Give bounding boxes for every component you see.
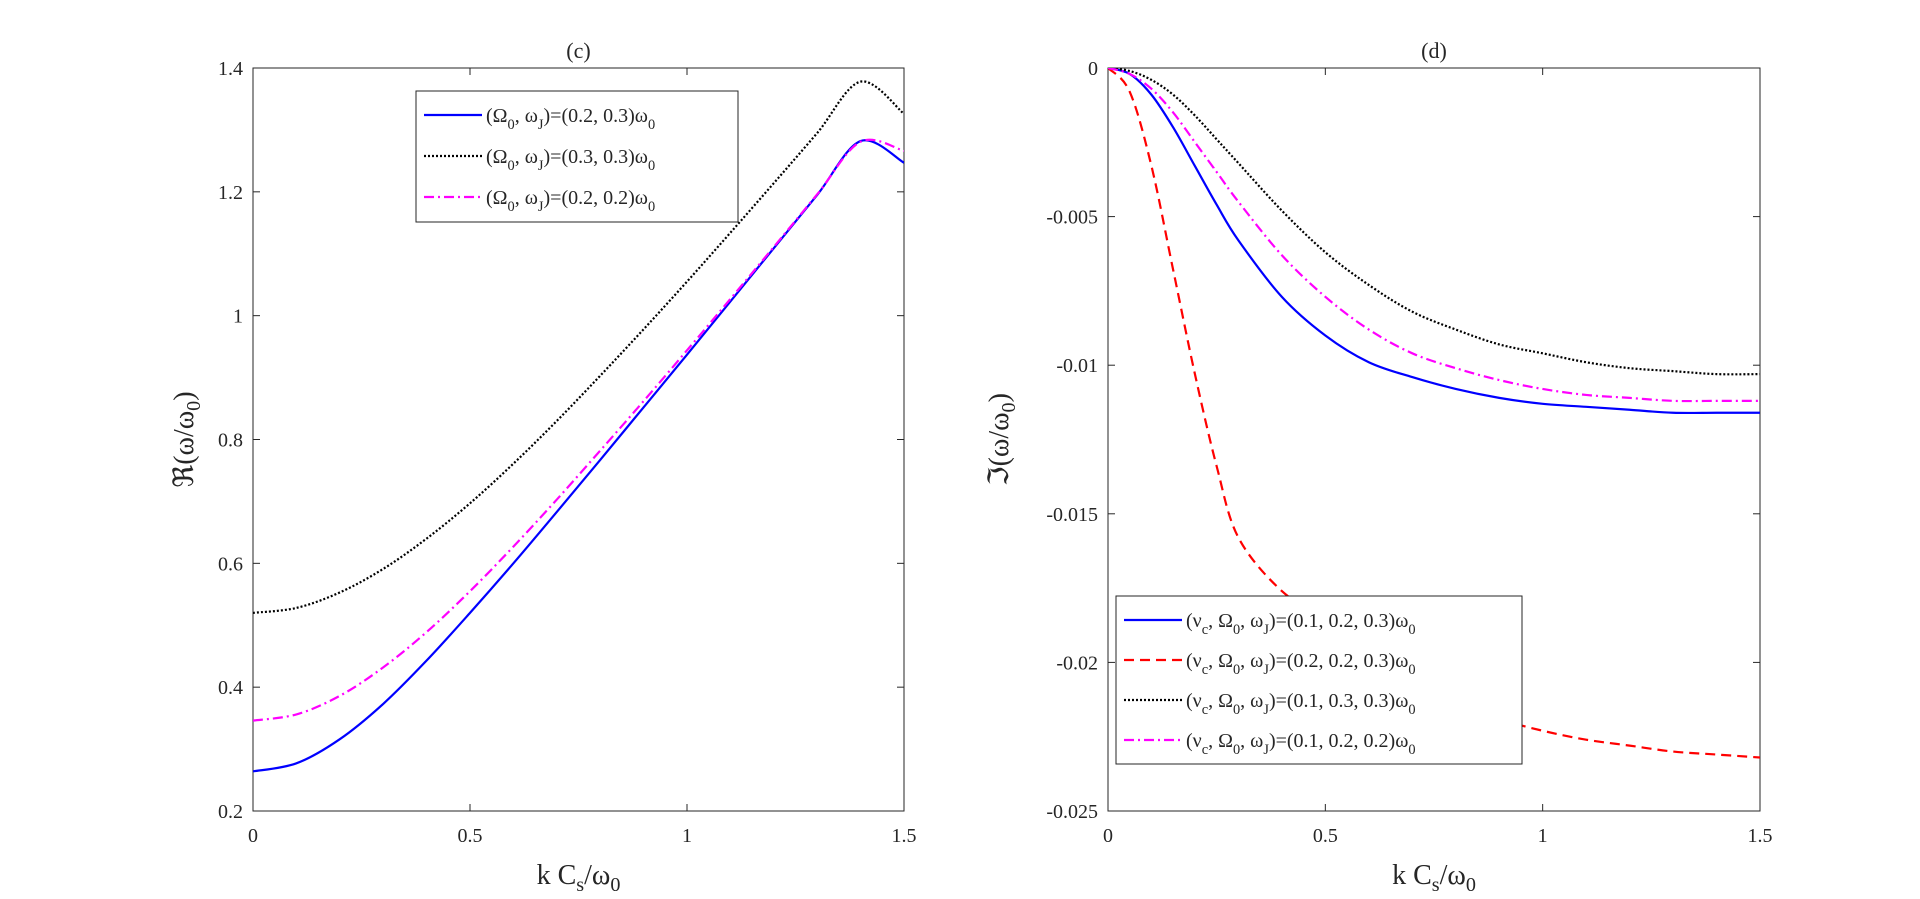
- legend-label-4: (νc, Ω0, ωJ)=(0.1, 0.2, 0.2)ω0: [1186, 730, 1416, 758]
- y-tick-label: 0.8: [218, 430, 243, 452]
- y-tick-label: -0.025: [1046, 801, 1098, 823]
- y-axis-label: ℜ(ω/ω0): [169, 391, 205, 487]
- legend-box: [1115, 595, 1523, 765]
- legend-label-2: (Ω0, ωJ)=(0.3, 0.3)ω0: [486, 146, 655, 174]
- y-axis-label: ℑ(ω/ω0): [984, 393, 1020, 486]
- y-tick-label: -0.02: [1056, 652, 1098, 674]
- y-tick-label: 1.4: [218, 58, 243, 80]
- y-tick-label: -0.01: [1056, 355, 1098, 377]
- x-tick-label: 0: [248, 825, 258, 847]
- legend-label-3: (νc, Ω0, ωJ)=(0.1, 0.3, 0.3)ω0: [1186, 690, 1416, 718]
- legend-label-3: (Ω0, ωJ)=(0.2, 0.2)ω0: [486, 187, 655, 215]
- series-line-1: [1108, 68, 1760, 415]
- y-tick-label: 0.4: [218, 677, 243, 699]
- x-tick-label: 1: [1538, 825, 1548, 847]
- series-line-4: [1108, 68, 1760, 403]
- legend-label-1: (νc, Ω0, ωJ)=(0.1, 0.2, 0.3)ω0: [1186, 610, 1416, 638]
- x-tick-label: 1.5: [892, 825, 917, 847]
- x-tick-label: 1: [682, 825, 692, 847]
- panel-c: 0 0.5 1 1.5 0.2 0.4 0.6 0.8 1 1.2 1.4 (c) k Cs/ω0 ℜ(ω…: [169, 38, 917, 896]
- panel-d: 0 0.5 1 1.5 0 -0.005 -0.01 -0.015 -0.02 -0.025 (d)…: [984, 38, 1773, 896]
- chart-title: (d): [1421, 38, 1447, 63]
- x-tick-label: 0: [1103, 825, 1113, 847]
- y-tick-label: -0.005: [1046, 207, 1098, 229]
- series-line-1: [253, 139, 904, 773]
- legend-label-2: (νc, Ω0, ωJ)=(0.2, 0.2, 0.3)ω0: [1186, 650, 1416, 678]
- y-tick-label: 1: [233, 306, 243, 328]
- series-line-3: [253, 138, 904, 722]
- y-tick-label: 1.2: [218, 182, 243, 204]
- x-axis-label: k Cs/ω0: [1392, 860, 1476, 896]
- y-tick-label: 0: [1088, 58, 1098, 80]
- x-axis-label: k Cs/ω0: [537, 860, 621, 896]
- x-tick-label: 0.5: [458, 825, 483, 847]
- series-line-3: [1108, 68, 1760, 376]
- legend-label-1: (Ω0, ωJ)=(0.2, 0.3)ω0: [486, 105, 655, 133]
- y-tick-label: 0.2: [218, 801, 243, 823]
- x-tick-label: 0.5: [1313, 825, 1338, 847]
- chart-title: (c): [566, 38, 590, 63]
- x-tick-label: 1.5: [1748, 825, 1773, 847]
- y-tick-label: 0.6: [218, 553, 243, 575]
- y-tick-label: -0.015: [1046, 504, 1098, 526]
